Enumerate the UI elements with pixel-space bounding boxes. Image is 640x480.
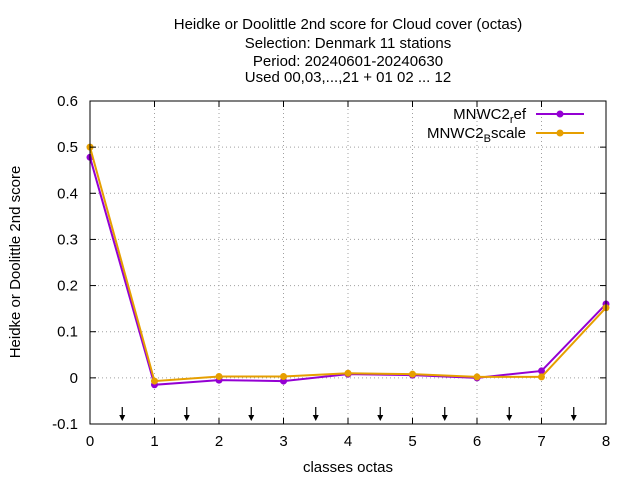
legend-label: MNWC2Bscale (427, 125, 526, 145)
legend-label: MNWC2ref (453, 106, 527, 126)
data-point (280, 372, 287, 380)
x-tick-label: 5 (408, 433, 416, 450)
y-tick-labels: -0.1 0 0.1 0.2 0.3 0.4 0.5 0.6 (52, 93, 78, 433)
boundary-arrow-icon (119, 407, 126, 421)
boundary-arrow-icon (506, 407, 513, 421)
legend-entry-1: MNWC2ref (453, 106, 584, 126)
y-tick-label: 0.1 (57, 324, 78, 341)
boundary-arrow-icon (248, 407, 255, 421)
y-tick-label: 0.4 (57, 185, 78, 202)
title-line-2: Selection: Denmark 11 stations (245, 35, 452, 52)
series-layer (86, 143, 610, 389)
series-line (89, 157, 607, 386)
data-point (538, 367, 545, 375)
data-point (215, 372, 223, 380)
x-tick-label: 8 (602, 433, 610, 450)
legend-entry-2: MNWC2Bscale (427, 125, 584, 145)
y-tick-label: 0 (70, 370, 78, 387)
x-tick-label: 7 (537, 433, 545, 450)
axis-ticks (89, 100, 607, 425)
boundary-arrow-icon (183, 407, 190, 421)
boundary-arrow-icon (570, 407, 577, 421)
y-tick-label: 0.5 (57, 139, 78, 156)
x-axis-label: classes octas (303, 459, 393, 476)
x-tick-label: 2 (215, 433, 223, 450)
title-line-4: Used 00,03,...,21 + 01 02 ... 12 (245, 69, 451, 86)
boundary-arrow-icon (441, 407, 448, 421)
data-point (473, 373, 481, 381)
legend-marker (556, 129, 564, 137)
y-tick-label: 0.3 (57, 231, 78, 248)
y-axis-label: Heidke or Doolittle 2nd score (7, 166, 24, 359)
title-line-1: Heidke or Doolittle 2nd score for Cloud … (174, 16, 523, 33)
y-tick-label: -0.1 (52, 416, 78, 433)
chart-title: Heidke or Doolittle 2nd score for Cloud … (174, 16, 523, 86)
data-point (409, 370, 416, 378)
title-line-3: Period: 20240601-20240630 (253, 53, 443, 70)
x-tick-label: 4 (344, 433, 352, 450)
x-tick-labels: 0 1 2 3 4 5 6 7 8 (86, 433, 610, 450)
x-tick-label: 0 (86, 433, 94, 450)
boundary-arrow-icon (377, 407, 384, 421)
class-boundary-arrows (119, 407, 577, 421)
y-tick-label: 0.2 (57, 278, 78, 295)
y-tick-label: 0.6 (57, 93, 78, 110)
legend-marker (556, 110, 564, 118)
x-tick-label: 3 (279, 433, 287, 450)
boundary-arrow-icon (312, 407, 319, 421)
x-tick-label: 1 (150, 433, 158, 450)
data-point (538, 373, 545, 381)
data-point (344, 369, 352, 377)
series-2 (86, 143, 610, 385)
x-tick-label: 6 (473, 433, 481, 450)
data-point (151, 377, 158, 385)
